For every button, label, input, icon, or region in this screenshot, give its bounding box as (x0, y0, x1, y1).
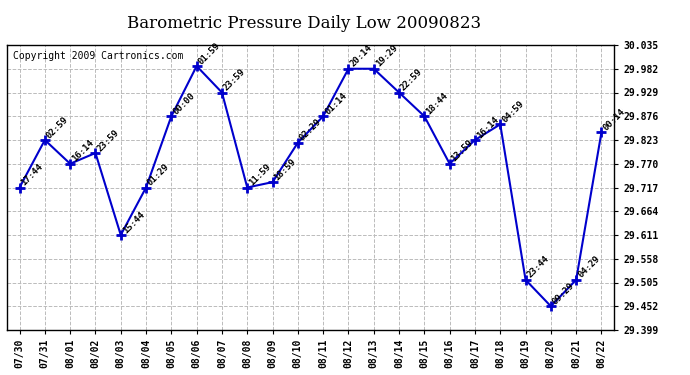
Text: 04:29: 04:29 (576, 255, 602, 280)
Text: 18:59: 18:59 (273, 157, 298, 182)
Text: 13:59: 13:59 (450, 138, 475, 164)
Text: 22:59: 22:59 (399, 67, 424, 93)
Text: 09:29: 09:29 (551, 281, 576, 306)
Text: 23:59: 23:59 (222, 67, 247, 93)
Text: 23:59: 23:59 (95, 128, 121, 153)
Text: 15:44: 15:44 (121, 210, 146, 235)
Text: 02:29: 02:29 (298, 117, 323, 143)
Text: 16:14: 16:14 (70, 138, 95, 164)
Text: 18:44: 18:44 (424, 91, 450, 116)
Text: 11:59: 11:59 (247, 162, 273, 188)
Text: 04:59: 04:59 (500, 99, 526, 124)
Text: 01:59: 01:59 (197, 41, 222, 66)
Text: 23:44: 23:44 (526, 255, 551, 280)
Text: Barometric Pressure Daily Low 20090823: Barometric Pressure Daily Low 20090823 (126, 15, 481, 32)
Text: Copyright 2009 Cartronics.com: Copyright 2009 Cartronics.com (13, 51, 184, 61)
Text: 00:14: 00:14 (602, 107, 627, 132)
Text: 01:29: 01:29 (146, 162, 171, 188)
Text: 17:44: 17:44 (19, 162, 45, 188)
Text: 19:29: 19:29 (374, 44, 399, 69)
Text: 16:14: 16:14 (475, 115, 500, 140)
Text: 01:14: 01:14 (323, 91, 348, 116)
Text: 00:00: 00:00 (171, 91, 197, 116)
Text: 20:14: 20:14 (348, 44, 374, 69)
Text: 02:59: 02:59 (45, 115, 70, 140)
